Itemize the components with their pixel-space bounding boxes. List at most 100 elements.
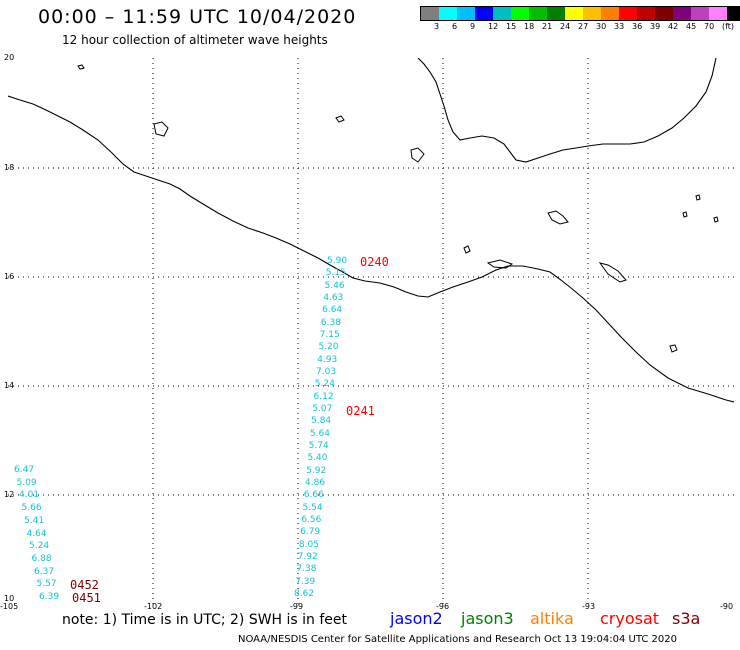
legend-altika: altika: [530, 609, 574, 628]
map-background: [8, 58, 734, 606]
scale-swatch: [691, 7, 709, 20]
lon-label: -93: [582, 602, 596, 611]
lat-label: 18: [4, 163, 15, 172]
scale-swatch: [439, 7, 457, 20]
pass-time-label: 0240: [360, 255, 389, 269]
scale-swatch: [601, 7, 619, 20]
swh-value: 6.47: [14, 465, 35, 475]
swh-value: 4.63: [323, 293, 344, 303]
pass-time-label: 0452: [70, 578, 99, 592]
scale-label: 30: [596, 22, 607, 31]
swh-value: 6.64: [322, 305, 343, 316]
swh-value: 8.05: [298, 539, 319, 550]
swh-value: 5.41: [24, 515, 45, 526]
scale-swatch: [727, 7, 740, 20]
scale-swatch: [529, 7, 547, 20]
scale-label: 18: [524, 22, 535, 31]
swh-value: 5.64: [309, 428, 330, 439]
swh-value: 5.15: [325, 268, 346, 279]
scale-label: 3: [434, 22, 440, 31]
scale-label: 45: [686, 22, 697, 31]
swh-value: 7.03: [316, 367, 337, 377]
swh-value: 5.54: [302, 502, 323, 513]
legend-s3a: s3a: [672, 609, 701, 628]
lon-label: -90: [720, 602, 734, 611]
pass-time-label: 0241: [346, 404, 375, 418]
scale-label: 6: [452, 22, 458, 31]
footnote: note: 1) Time is in UTC; 2) SWH is in fe…: [62, 612, 348, 628]
scale-swatch: [709, 7, 727, 20]
legend-jason2: jason2: [390, 609, 443, 628]
swh-value: 6.38: [320, 317, 341, 328]
lat-label: 12: [4, 490, 15, 499]
scale-swatch: [511, 7, 529, 20]
coastline-pacific: [8, 95, 734, 403]
scale-swatch: [493, 7, 511, 20]
scale-swatch: [655, 7, 673, 20]
scale-label: 33: [614, 22, 625, 31]
scale-label: 42: [668, 22, 679, 31]
scale-swatch: [673, 7, 691, 20]
legend-jason3: jason3: [461, 609, 514, 628]
coastline-gulf: [417, 58, 717, 163]
swh-value: 5.40: [307, 453, 328, 464]
scale-swatch: [421, 7, 439, 20]
swh-value: 6.66: [303, 490, 324, 501]
swh-value: 7.15: [319, 330, 340, 340]
swh-value: 5.24: [29, 541, 50, 552]
swh-value: 7.92: [297, 552, 318, 562]
islands-and-lakes: [77, 64, 719, 353]
swh-value: 5.74: [308, 441, 329, 451]
swh-value: 6.88: [31, 553, 52, 564]
swh-value: 4.01: [19, 490, 40, 501]
legend-cryosat: cryosat: [600, 609, 660, 628]
swh-value: 4.64: [26, 528, 47, 539]
swh-value: 6.37: [34, 566, 55, 577]
swh-value: 5.57: [36, 579, 57, 590]
swh-value: 5.92: [306, 465, 327, 476]
swh-value: 4.93: [317, 354, 338, 365]
scale-label: 70: [704, 22, 715, 31]
lon-label: -96: [436, 602, 450, 611]
map-title: 00:00 – 11:59 UTC 10/04/2020: [38, 6, 357, 28]
scale-label: 9: [470, 22, 476, 31]
lat-label: 10: [4, 594, 15, 603]
lat-label: 16: [4, 272, 15, 281]
swh-value: 5.07: [312, 404, 333, 414]
scale-label: 21: [542, 22, 553, 31]
swh-value: 8.62: [294, 589, 315, 599]
color-scale-bar: [420, 6, 740, 21]
scale-swatch: [637, 7, 655, 20]
swh-value: 5.24: [314, 379, 335, 390]
lon-label: -102: [144, 602, 163, 611]
scale-label: 39: [650, 22, 661, 31]
scale-swatch: [583, 7, 601, 20]
swh-value: 5.90: [327, 256, 348, 266]
swh-value: 5.66: [21, 503, 42, 514]
scale-swatch: [457, 7, 475, 20]
swh-value: 5.84: [311, 416, 332, 427]
lon-label: -105: [0, 602, 19, 611]
swh-value: 7.38: [296, 564, 317, 575]
swh-value: 6.39: [39, 592, 60, 602]
swh-value: 4.86: [305, 478, 326, 488]
scale-swatch: [619, 7, 637, 20]
scale-label: 27: [578, 22, 589, 31]
scale-label: 24: [560, 22, 571, 31]
scale-swatch: [547, 7, 565, 20]
scale-unit: (ft): [722, 22, 735, 31]
swh-value: 5.46: [324, 280, 345, 291]
map-area: [8, 58, 734, 606]
scale-label: 36: [632, 22, 643, 31]
map-subtitle: 12 hour collection of altimeter wave hei…: [62, 33, 328, 47]
scale-swatch: [475, 7, 493, 20]
swh-value: 6.12: [313, 391, 334, 402]
scale-label: 12: [488, 22, 499, 31]
scale-swatch: [565, 7, 583, 20]
swh-value: 6.56: [301, 515, 322, 525]
lat-label: 20: [4, 53, 15, 62]
pass-time-label: 0451: [72, 591, 101, 605]
swh-value: 6.79: [300, 527, 321, 538]
lon-label: -99: [290, 602, 304, 611]
swh-value: 7.39: [295, 576, 316, 587]
